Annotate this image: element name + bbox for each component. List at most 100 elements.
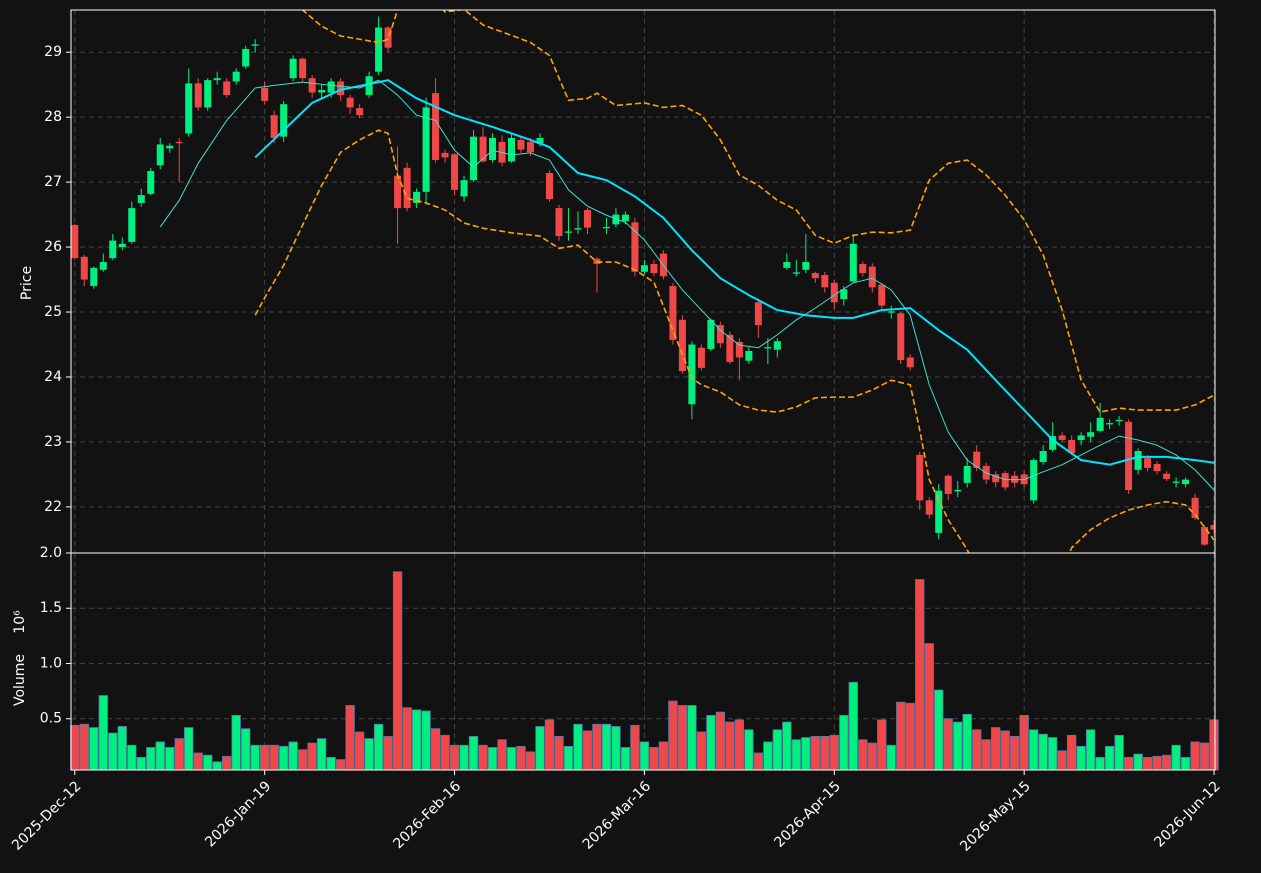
volume-bar: [297, 749, 308, 771]
candle-body: [859, 263, 867, 274]
volume-bar: [108, 732, 118, 771]
candle-body: [451, 154, 459, 190]
candle-body: [118, 243, 126, 248]
candle-body: [925, 500, 933, 515]
volume-bar: [639, 741, 650, 771]
volume-bar: [915, 579, 925, 771]
volume-bar: [383, 736, 393, 771]
candle-body: [1144, 458, 1152, 468]
candle-body: [811, 273, 819, 279]
candle-body: [887, 311, 895, 313]
y-tick-label: 28: [44, 109, 62, 125]
candle-body: [1030, 460, 1038, 501]
candle-body: [1106, 423, 1114, 425]
volume-tick-label: 0.5: [40, 711, 62, 727]
candle-body: [365, 76, 373, 96]
candle-body: [545, 173, 553, 200]
volume-bar: [478, 744, 488, 771]
candle-body: [261, 87, 269, 101]
x-tick-label: 2025-Dec-12: [9, 778, 84, 853]
candle-body: [1210, 525, 1215, 530]
candle-body: [555, 208, 563, 237]
volume-bar: [563, 745, 574, 771]
volume-bar: [278, 745, 289, 771]
volume-bar: [241, 728, 251, 771]
volume-bar: [791, 739, 801, 771]
candle-body: [318, 89, 326, 93]
volume-bar: [525, 751, 536, 771]
candle-body: [242, 48, 250, 67]
volume-bar: [402, 707, 412, 771]
volume-bar: [127, 744, 137, 771]
candle-body: [688, 344, 696, 405]
volume-bar: [250, 744, 260, 771]
grid-layer: [71, 10, 1215, 770]
candle-body: [802, 262, 810, 270]
volume-bar: [753, 752, 764, 771]
volume-bar: [1123, 757, 1134, 771]
volume-bar: [677, 705, 688, 771]
y-tick-label: 24: [44, 369, 62, 385]
volume-bar: [886, 744, 896, 771]
volume-bar: [1161, 754, 1172, 771]
candle-body: [90, 267, 98, 287]
volume-bar: [896, 701, 906, 771]
candle-body: [375, 27, 383, 72]
volume-bar: [89, 727, 99, 771]
volume-bar: [1152, 755, 1162, 771]
volume-bar: [136, 757, 146, 771]
volume-bar: [649, 747, 659, 771]
volume-bar: [165, 747, 175, 771]
candle-body: [792, 272, 800, 274]
candle-body: [289, 58, 297, 79]
volume-bar: [782, 721, 792, 771]
candle-body: [536, 137, 544, 144]
volume-bar: [1057, 750, 1067, 771]
candle-body: [650, 263, 658, 274]
volume-bar: [630, 724, 640, 771]
volume-frame: [70, 552, 1216, 771]
candle-body: [697, 347, 705, 368]
candle-body: [1172, 481, 1180, 483]
volume-bar: [506, 747, 517, 771]
volume-bar: [905, 702, 915, 771]
volume-tick-label: 1.0: [40, 655, 62, 671]
volume-bar: [801, 737, 811, 771]
candle-body: [327, 81, 335, 93]
candle-body: [470, 136, 478, 181]
volume-bar: [1190, 741, 1200, 771]
overlay-line: [301, 10, 1215, 413]
volume-bar: [592, 723, 602, 771]
candle-body: [954, 489, 962, 492]
volume-bar: [468, 736, 479, 771]
volume-bar: [212, 761, 222, 771]
volume-bar: [877, 719, 887, 771]
candle-body: [640, 265, 648, 272]
candle-body: [621, 214, 629, 222]
volume-bar: [601, 723, 612, 771]
volume-bar: [222, 755, 232, 771]
volume-bar: [953, 721, 963, 771]
volume-bar: [1038, 733, 1048, 771]
volume-bar: [117, 726, 127, 771]
candle-body: [631, 222, 639, 272]
candle-body: [166, 145, 174, 149]
candle-body: [460, 180, 468, 197]
candle-body: [432, 93, 440, 161]
candle-body: [963, 465, 971, 483]
candle-body: [422, 107, 430, 192]
volume-bar: [839, 715, 849, 771]
volume-bar: [421, 710, 431, 771]
volume-bar: [459, 744, 469, 771]
volume-bar: [155, 741, 165, 771]
volume-bar: [544, 719, 555, 771]
candle-body: [868, 266, 876, 288]
volume-bar: [79, 723, 89, 771]
volume-bar: [981, 739, 991, 771]
volume-bar: [345, 705, 355, 771]
y-tick-label: 27: [44, 174, 62, 190]
candle-body: [678, 319, 686, 372]
volume-bar: [706, 715, 716, 771]
volume-bar: [1010, 736, 1020, 771]
volume-bar: [1066, 734, 1077, 771]
